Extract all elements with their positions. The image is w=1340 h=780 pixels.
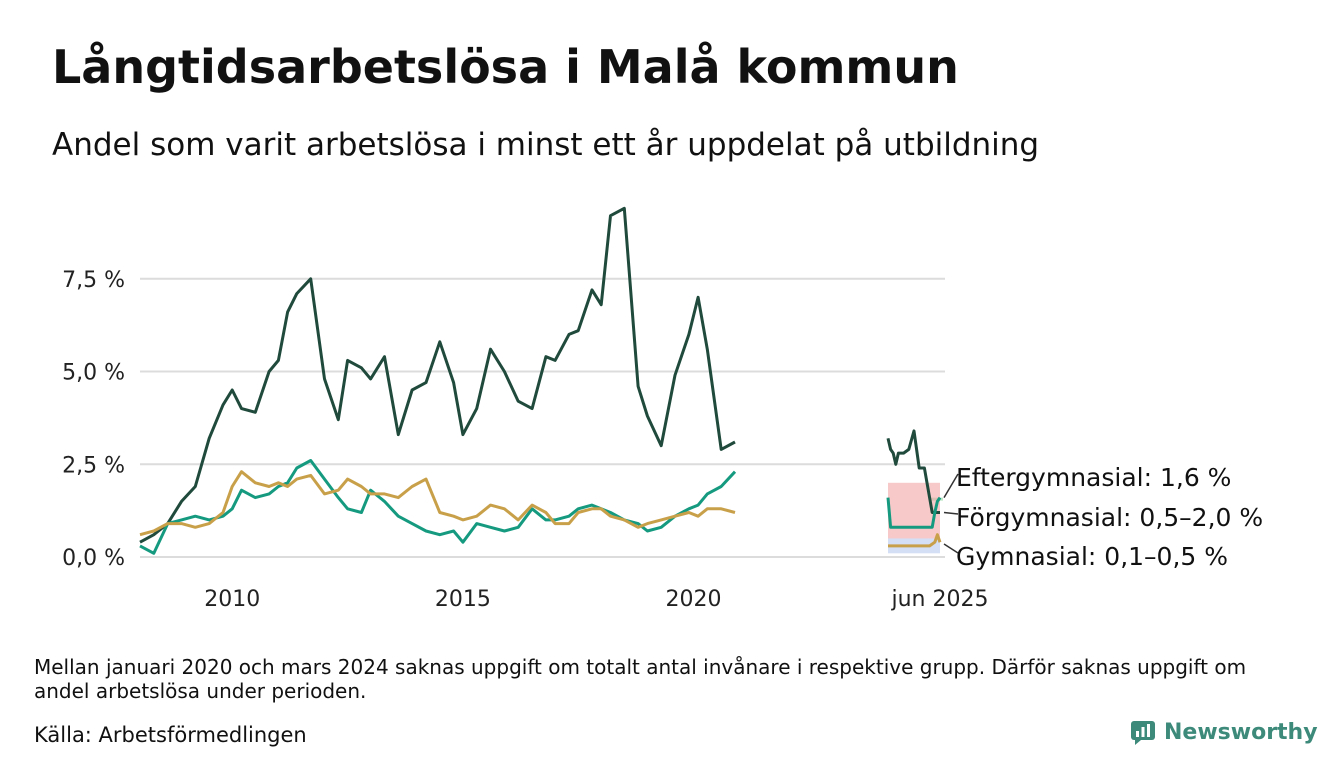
line-chart: 0,0 % 2,5 % 5,0 % 7,5 % 2010 2015 2020 jun 2025… [62,206,1263,612]
series-line-eftergymnasial [139,459,737,555]
label-leader [943,543,959,554]
y-tick-label: 0,0 % [62,546,125,571]
y-tick-label: 2,5 % [62,453,125,478]
y-tick-label: 5,0 % [62,361,125,386]
x-tick-label: 2010 [204,587,260,612]
series-line-eftergymnasial [886,496,942,529]
x-tick-label: jun 2025 [891,587,989,612]
end-label: Förgymnasial: 0,5–2,0 % [956,503,1263,532]
chart-title: Långtidsarbetslösa i Malå kommun [52,40,959,94]
series-line-förgymnasial [139,206,736,544]
source-text: Källa: Arbetsförmedlingen [34,723,307,747]
newsworthy-logo[interactable]: Newsworthy [1130,719,1318,745]
y-tick-label: 7,5 % [62,268,125,293]
end-label: Eftergymnasial: 1,6 % [956,463,1231,492]
chart-subtitle: Andel som varit arbetslösa i minst ett å… [52,127,1040,163]
label-leader [943,473,959,499]
series-line-gymnasial [888,533,942,548]
label-leader [943,511,959,515]
x-tick-label: 2015 [435,587,491,612]
x-tick-label: 2020 [665,587,721,612]
end-label: Gymnasial: 0,1–0,5 % [956,542,1228,571]
series-line-gymnasial [139,470,736,537]
footnote: Mellan januari 2020 och mars 2024 saknas… [34,655,1247,703]
brand-name: Newsworthy [1164,719,1318,745]
newsworthy-icon [1131,721,1155,745]
